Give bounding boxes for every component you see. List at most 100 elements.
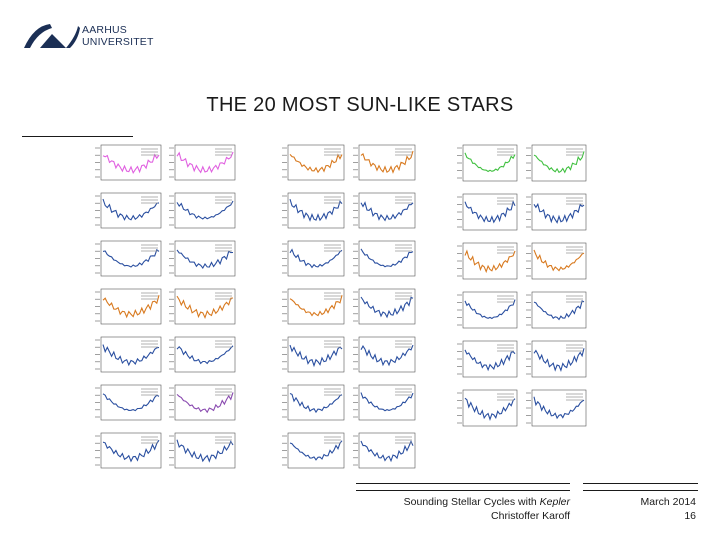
mini-light-curve-plot — [95, 144, 162, 181]
mini-light-curve-plot — [457, 389, 518, 427]
mini-light-curve-plot — [457, 291, 518, 329]
mini-light-curve-plot — [526, 340, 587, 378]
mini-light-curve-plot — [95, 432, 162, 469]
light-curve-thumbnail — [167, 383, 237, 433]
light-curve-thumbnail — [455, 388, 519, 439]
light-curve-series — [176, 295, 234, 319]
light-curve-thumbnail — [351, 287, 417, 337]
mini-light-curve-plot — [353, 240, 416, 277]
plot-frame — [358, 384, 416, 421]
light-curve-series — [289, 392, 343, 414]
mini-light-curve-plot — [282, 432, 345, 469]
plot-frame — [531, 242, 587, 280]
mini-light-curve-plot — [169, 240, 236, 277]
light-curve-series — [533, 300, 585, 321]
plot-frame — [100, 432, 162, 469]
plot-frame — [100, 192, 162, 229]
light-curve-series — [360, 296, 414, 319]
plot-frame — [462, 389, 518, 427]
light-curve-series — [289, 295, 343, 317]
light-curve-thumbnail — [167, 335, 237, 385]
mini-light-curve-plot — [282, 192, 345, 229]
mini-light-curve-plot — [95, 384, 162, 421]
light-curve-thumbnail — [167, 287, 237, 337]
light-curve-panel-left — [93, 143, 238, 483]
plot-frame — [287, 144, 345, 181]
plot-frame — [287, 432, 345, 469]
plot-frame — [462, 340, 518, 378]
plot-frame — [174, 192, 236, 229]
aarhus-logo-icon — [24, 24, 80, 48]
plot-frame — [462, 193, 518, 231]
light-curve-thumbnail — [93, 431, 163, 481]
presentation-date: March 2014 — [640, 496, 696, 508]
light-curve-series — [464, 249, 516, 274]
light-curve-series — [289, 440, 343, 461]
light-curve-series — [289, 248, 343, 269]
mini-light-curve-plot — [95, 192, 162, 229]
plot-frame — [531, 144, 587, 182]
plot-frame — [358, 192, 416, 229]
light-curve-thumbnail — [351, 383, 417, 433]
plot-frame — [462, 242, 518, 280]
logo-line-2: UNIVERSITET — [82, 36, 154, 48]
mini-light-curve-plot — [457, 340, 518, 378]
light-curve-thumbnail — [93, 335, 163, 385]
light-curve-thumbnail — [455, 290, 519, 341]
mini-light-curve-plot — [353, 336, 416, 373]
mini-light-curve-plot — [169, 144, 236, 181]
plot-frame — [531, 389, 587, 427]
light-curve-series — [533, 151, 585, 174]
plot-frame — [287, 288, 345, 325]
light-curve-series — [464, 349, 516, 372]
mini-light-curve-plot — [457, 242, 518, 280]
plot-frame — [100, 336, 162, 373]
mini-light-curve-plot — [526, 291, 587, 329]
title-divider — [22, 136, 133, 137]
mini-light-curve-plot — [282, 336, 345, 373]
mini-light-curve-plot — [353, 144, 416, 181]
light-curve-series — [360, 248, 414, 268]
light-curve-thumbnail — [280, 287, 346, 337]
logo-line-1: AARHUS — [82, 24, 127, 36]
mini-light-curve-plot — [95, 240, 162, 277]
light-curve-thumbnail — [524, 192, 588, 243]
light-curve-thumbnail — [280, 143, 346, 193]
light-curve-thumbnail — [455, 192, 519, 243]
light-curve-thumbnail — [93, 383, 163, 433]
light-curve-series — [102, 439, 160, 463]
page-number: 16 — [684, 510, 696, 522]
footer-date-page: March 2014 16 — [641, 495, 696, 523]
light-curve-thumbnail — [167, 431, 237, 481]
light-curve-thumbnail — [455, 241, 519, 292]
light-curve-thumbnail — [280, 383, 346, 433]
light-curve-series — [360, 150, 414, 174]
light-curve-series — [176, 200, 234, 220]
light-curve-series — [464, 152, 516, 173]
light-curve-series — [176, 151, 234, 174]
light-curve-series — [533, 249, 585, 272]
light-curve-thumbnail — [280, 239, 346, 289]
mini-light-curve-plot — [526, 242, 587, 280]
light-curve-thumbnail — [280, 191, 346, 241]
footer-talk-info: Sounding Stellar Cycles with Kepler Chri… — [404, 495, 570, 523]
plot-frame — [100, 384, 162, 421]
light-curve-series — [102, 344, 160, 367]
mini-light-curve-plot — [169, 336, 236, 373]
plot-frame — [462, 144, 518, 182]
light-curve-thumbnail — [93, 287, 163, 337]
light-curve-series — [533, 396, 585, 420]
footer-rule-right-2 — [583, 490, 698, 491]
plot-frame — [100, 288, 162, 325]
plot-frame — [287, 336, 345, 373]
light-curve-series — [289, 198, 343, 222]
light-curve-series — [360, 440, 414, 463]
light-curve-series — [102, 295, 160, 319]
mini-light-curve-plot — [282, 384, 345, 421]
plot-frame — [358, 240, 416, 277]
mini-light-curve-plot — [526, 144, 587, 182]
plot-frame — [174, 432, 236, 469]
light-curve-thumbnail — [93, 143, 163, 193]
light-curve-thumbnail — [524, 388, 588, 439]
author-name: Christoffer Karoff — [491, 510, 570, 522]
